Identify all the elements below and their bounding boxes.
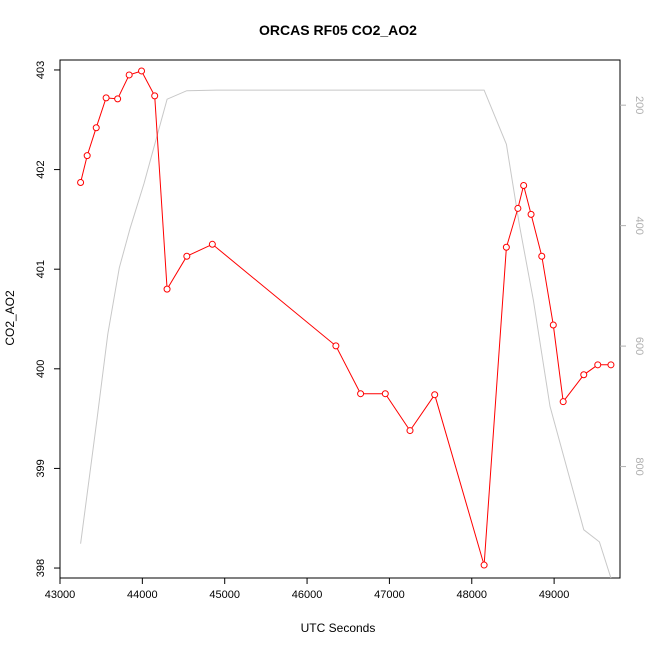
series-layer bbox=[77, 67, 615, 579]
series-0-point-11 bbox=[332, 342, 340, 350]
series-0-point-10 bbox=[208, 240, 216, 248]
series-0-point-16 bbox=[480, 561, 488, 569]
y-tick-label-0: 398 bbox=[35, 559, 47, 577]
series-0-point-3 bbox=[102, 94, 110, 102]
y-tick-label-4: 402 bbox=[35, 160, 47, 178]
chart-title: ORCAS RF05 CO2_AO2 bbox=[259, 22, 417, 38]
series-1-line bbox=[80, 89, 612, 579]
series-0-point-9 bbox=[183, 252, 191, 260]
x-axis-label: UTC Seconds bbox=[301, 621, 376, 635]
series-0-point-7 bbox=[151, 92, 159, 100]
series-0-point-1 bbox=[83, 152, 91, 160]
y-tick-label-1: 399 bbox=[35, 459, 47, 477]
series-0-point-12 bbox=[357, 390, 365, 398]
x-axis: 43000 44000 45000 46000 47000 48000 49000 bbox=[45, 578, 570, 601]
series-0-point-25 bbox=[594, 361, 602, 369]
series-0-point-20 bbox=[527, 210, 535, 218]
y2-axis-right: 200 400 600 800 bbox=[620, 96, 645, 476]
series-0-point-4 bbox=[114, 95, 122, 103]
y-tick-label-2: 400 bbox=[35, 360, 47, 378]
series-0-point-5 bbox=[125, 71, 133, 79]
x-tick-label-1: 44000 bbox=[127, 589, 158, 601]
x-tick-label-0: 43000 bbox=[45, 589, 76, 601]
y-tick-label-5: 403 bbox=[35, 61, 47, 79]
y-tick-label-3: 401 bbox=[35, 260, 47, 278]
y-axis: 398 399 400 401 402 403 bbox=[35, 61, 60, 577]
y2-tick-label-3: 800 bbox=[633, 457, 645, 475]
series-0-point-2 bbox=[92, 124, 100, 132]
y2-tick-label-2: 600 bbox=[633, 337, 645, 355]
series-0-point-21 bbox=[538, 252, 546, 260]
series-0-point-23 bbox=[559, 398, 567, 406]
series-0-point-17 bbox=[502, 243, 510, 251]
x-tick-label-4: 47000 bbox=[374, 589, 405, 601]
series-0-point-24 bbox=[580, 371, 588, 379]
series-0-point-0 bbox=[77, 179, 85, 187]
x-tick-label-6: 49000 bbox=[539, 589, 570, 601]
series-0-point-6 bbox=[138, 67, 146, 75]
x-tick-label-3: 46000 bbox=[292, 589, 323, 601]
series-0-point-8 bbox=[163, 285, 171, 293]
y-axis-label: CO2_AO2 bbox=[3, 290, 17, 346]
series-0-point-13 bbox=[381, 390, 389, 398]
series-0-line bbox=[80, 70, 611, 566]
series-0-point-19 bbox=[520, 182, 528, 190]
series-0-point-14 bbox=[406, 427, 414, 435]
series-0-point-15 bbox=[431, 391, 439, 399]
series-0-point-18 bbox=[514, 204, 522, 212]
series-0-point-26 bbox=[607, 361, 615, 369]
series-0-point-22 bbox=[549, 321, 557, 329]
x-tick-label-2: 45000 bbox=[209, 589, 240, 601]
x-tick-label-5: 48000 bbox=[456, 589, 487, 601]
y2-tick-label-1: 400 bbox=[633, 216, 645, 234]
y2-tick-label-0: 200 bbox=[633, 96, 645, 114]
plot-frame bbox=[59, 59, 621, 579]
